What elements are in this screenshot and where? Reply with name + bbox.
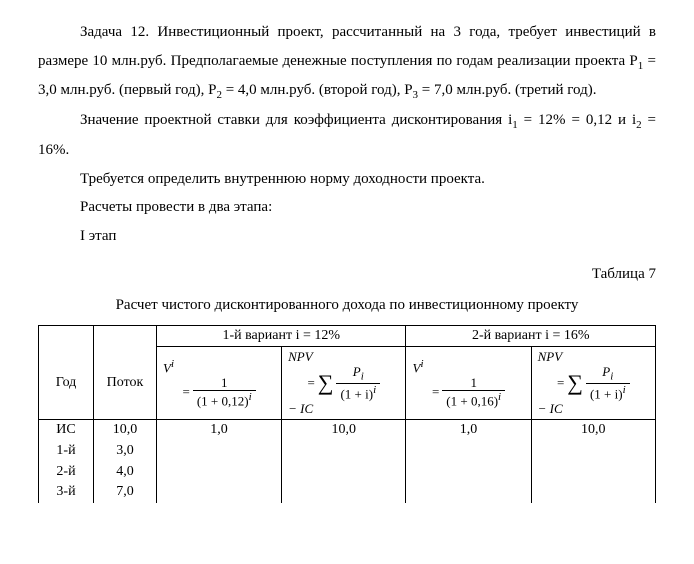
paragraph-1: Задача 12. Инвестиционный проект, рассчи… — [38, 18, 656, 106]
text: = 12% = 0,12 и i — [518, 112, 636, 128]
th-npv1-formula: NPV = ∑ Pi (1 + i)i − IC — [282, 347, 406, 420]
paragraph-2: Значение проектной ставки для коэффициен… — [38, 106, 656, 164]
sigma-icon: ∑ — [567, 372, 583, 394]
table-row: 1-й 3,0 — [39, 441, 656, 462]
npv-label: NPV — [288, 349, 313, 364]
th-variant-1: 1-й вариант i = 12% — [157, 325, 406, 347]
fraction: Pi (1 + i)i — [336, 365, 380, 401]
sigma-icon: ∑ — [318, 372, 334, 394]
npv-label: NPV — [538, 349, 563, 364]
cell-v1 — [157, 462, 282, 483]
v-symbol: V — [163, 360, 171, 375]
v-sup: i — [420, 358, 423, 370]
equals: = — [307, 375, 314, 391]
th-v2-formula: Vi = 1 (1 + 0,16)i — [406, 347, 531, 420]
cell-flow: 7,0 — [94, 482, 157, 503]
text: = 4,0 млн.руб. (второй год), P — [222, 82, 413, 98]
table-row: 2-й 4,0 — [39, 462, 656, 483]
paragraph-5: I этап — [38, 222, 656, 251]
th-year — [39, 325, 94, 347]
paragraph-3: Требуется определить внутреннюю норму до… — [38, 165, 656, 194]
cell-npv2 — [531, 441, 655, 462]
frac-num: Pi — [336, 365, 380, 384]
equals: = — [557, 375, 564, 391]
v-sup: i — [171, 358, 174, 370]
cell-year: 3-й — [39, 482, 94, 503]
cell-v1 — [157, 482, 282, 503]
th-v1-formula: Vi = 1 (1 + 0,12)i — [157, 347, 282, 420]
table-label: Таблица 7 — [38, 260, 656, 289]
th-npv2-formula: NPV = ∑ Pi (1 + i)i − IC — [531, 347, 655, 420]
cell-npv1 — [282, 462, 406, 483]
cell-year: 2-й — [39, 462, 94, 483]
th-flow-label: Поток — [94, 347, 157, 420]
cell-npv1 — [282, 441, 406, 462]
cell-flow: 4,0 — [94, 462, 157, 483]
cell-npv2 — [531, 462, 655, 483]
text: Задача 12. Инвестиционный проект, рассчи… — [38, 24, 656, 69]
npv-tail: − IC — [288, 401, 313, 416]
th-year-label: Год — [39, 347, 94, 420]
fraction: 1 (1 + 0,12)i — [193, 376, 256, 409]
cell-npv2: 10,0 — [531, 419, 655, 440]
cell-v1 — [157, 441, 282, 462]
frac-den: (1 + 0,12)i — [193, 391, 256, 409]
document-page: Задача 12. Инвестиционный проект, рассчи… — [0, 0, 694, 513]
text: = 7,0 млн.руб. (третий год). — [418, 82, 596, 98]
cell-npv1: 10,0 — [282, 419, 406, 440]
cell-v2 — [406, 441, 531, 462]
frac-num: Pi — [586, 365, 630, 384]
cell-v2 — [406, 482, 531, 503]
cell-flow: 10,0 — [94, 419, 157, 440]
npv-tail: − IC — [538, 401, 563, 416]
frac-den: (1 + 0,16)i — [442, 391, 505, 409]
frac-den: (1 + i)i — [586, 384, 630, 402]
cell-v2 — [406, 462, 531, 483]
frac-num: 1 — [193, 376, 256, 391]
cell-flow: 3,0 — [94, 441, 157, 462]
table-title: Расчет чистого дисконтированного дохода … — [38, 293, 656, 317]
text: Значение проектной ставки для коэффициен… — [80, 112, 512, 128]
paragraph-4: Расчеты провести в два этапа: — [38, 193, 656, 222]
cell-v2: 1,0 — [406, 419, 531, 440]
th-flow — [94, 325, 157, 347]
npv-table: 1-й вариант i = 12% 2-й вариант i = 16% … — [38, 325, 656, 503]
frac-den: (1 + i)i — [336, 384, 380, 402]
fraction: Pi (1 + i)i — [586, 365, 630, 401]
cell-year: 1-й — [39, 441, 94, 462]
equals: = — [432, 384, 439, 400]
table-row: 3-й 7,0 — [39, 482, 656, 503]
equals: = — [182, 384, 189, 400]
cell-npv1 — [282, 482, 406, 503]
frac-num: 1 — [442, 376, 505, 391]
table-row: ИС 10,0 1,0 10,0 1,0 10,0 — [39, 419, 656, 440]
cell-year: ИС — [39, 419, 94, 440]
cell-v1: 1,0 — [157, 419, 282, 440]
th-variant-2: 2-й вариант i = 16% — [406, 325, 656, 347]
fraction: 1 (1 + 0,16)i — [442, 376, 505, 409]
cell-npv2 — [531, 482, 655, 503]
